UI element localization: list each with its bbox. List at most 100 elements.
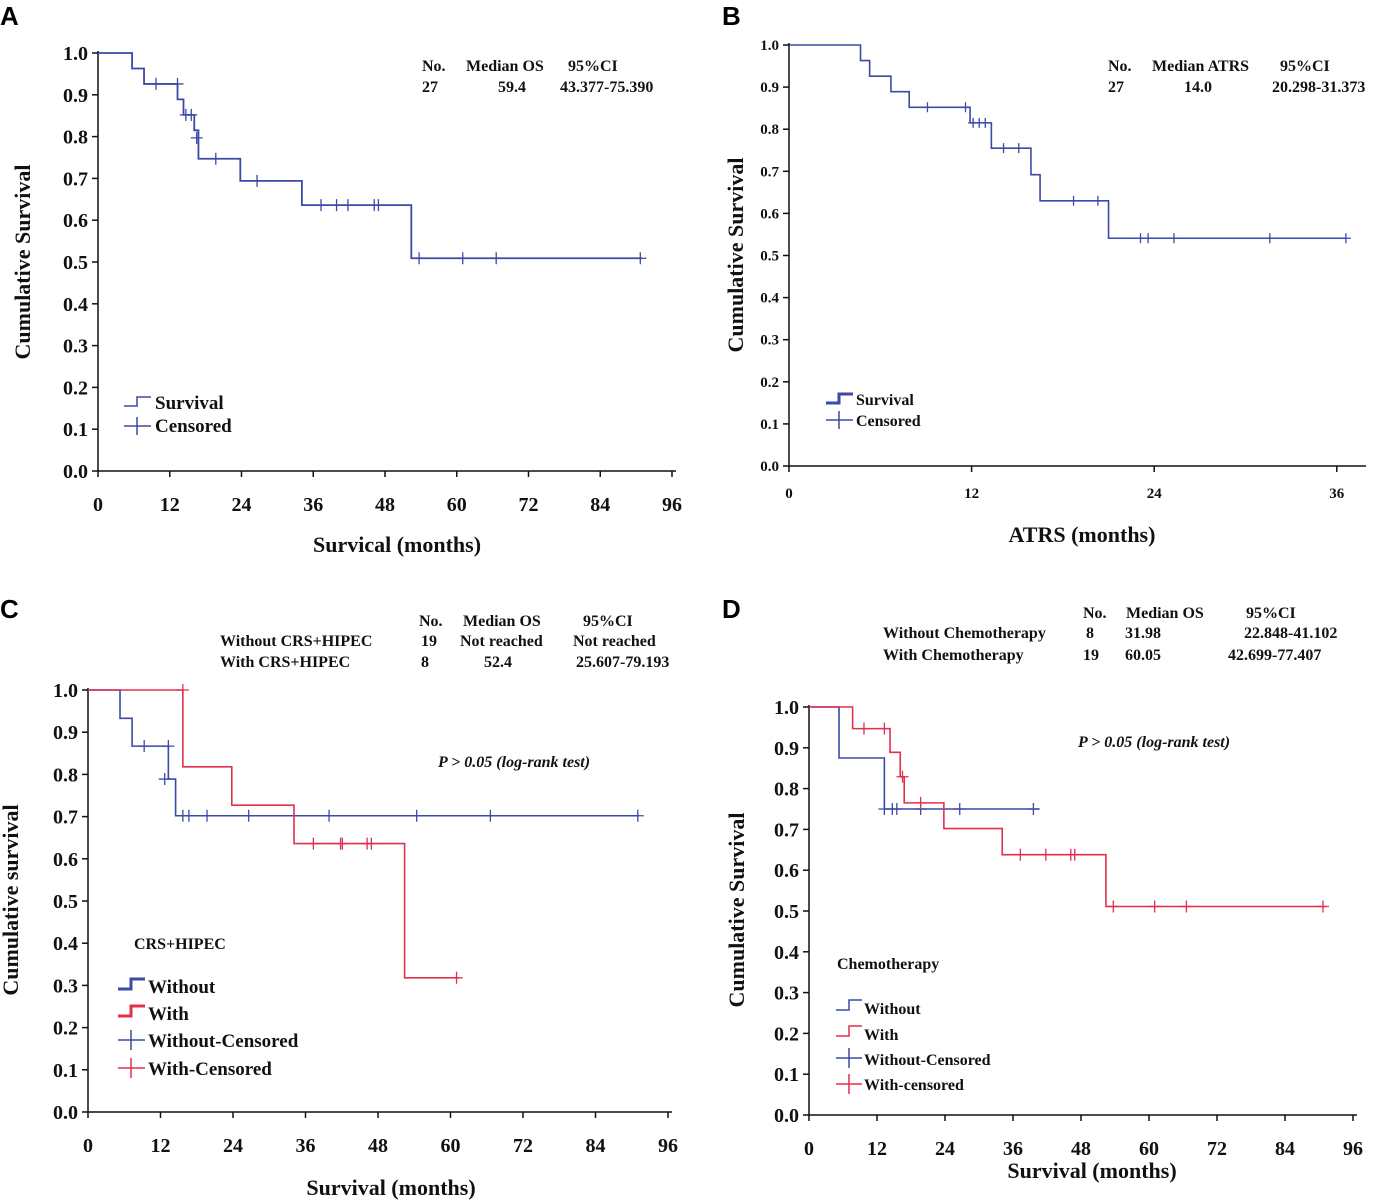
x-tick-label: 96 bbox=[662, 494, 682, 516]
x-tick-label: 84 bbox=[590, 494, 610, 516]
legend-without-censored-swatch bbox=[118, 1030, 145, 1050]
censor-mark-survival bbox=[190, 131, 203, 144]
legend-label-with: With bbox=[148, 1004, 189, 1025]
legend-label-survival: Survival bbox=[155, 393, 224, 414]
stat-value-ci: 20.298-31.373 bbox=[1272, 79, 1365, 96]
panel-a-legend: Survival Censored bbox=[124, 393, 232, 437]
censor-mark-with bbox=[1316, 900, 1329, 913]
stat-row2-no: 8 bbox=[421, 654, 429, 671]
censor-mark-without bbox=[138, 740, 151, 753]
y-tick-label: 1.0 bbox=[774, 697, 799, 719]
censor-mark-with bbox=[336, 837, 349, 850]
series-line-survival bbox=[98, 52, 643, 260]
panel-d-stats-table: No. Median OS 95%CI Without Chemotherapy… bbox=[883, 605, 1337, 664]
censor-mark-survival bbox=[456, 252, 469, 265]
panel-c-y-axis-title: Cumulative survival bbox=[0, 804, 23, 995]
y-tick-label: 0.4 bbox=[774, 942, 799, 964]
series-line-without bbox=[88, 689, 639, 817]
y-tick-label: 0.7 bbox=[53, 807, 78, 829]
stat-row2-median: 52.4 bbox=[484, 654, 512, 671]
censor-mark-with bbox=[176, 684, 189, 696]
y-tick-label: 1.0 bbox=[63, 43, 88, 65]
panel-c-stats-table: No. Median OS 95%CI Without CRS+HIPEC 19… bbox=[220, 613, 669, 671]
censor-mark-survival bbox=[315, 199, 328, 212]
legend-title: CRS+HIPEC bbox=[134, 936, 226, 953]
y-tick-label: 0.0 bbox=[53, 1102, 78, 1124]
legend-without-swatch bbox=[118, 977, 145, 991]
x-tick-label: 72 bbox=[1207, 1138, 1227, 1160]
x-tick-label: 84 bbox=[586, 1135, 606, 1157]
stat-header-median: Median OS bbox=[463, 613, 541, 630]
y-tick-label: 0.0 bbox=[63, 461, 88, 483]
censor-mark-with bbox=[365, 837, 378, 850]
y-tick-label: 0.4 bbox=[53, 933, 78, 955]
stat-row1-group: Without CRS+HIPEC bbox=[220, 633, 372, 650]
censor-mark-with bbox=[878, 722, 891, 735]
series-line-with bbox=[88, 689, 459, 979]
x-tick-label: 24 bbox=[935, 1138, 955, 1160]
x-tick-label: 12 bbox=[964, 486, 979, 502]
censor-mark-survival bbox=[185, 108, 198, 121]
stat-row2-median: 60.05 bbox=[1125, 647, 1161, 664]
x-tick-label: 0 bbox=[83, 1135, 93, 1157]
x-tick-label: 36 bbox=[1329, 486, 1345, 502]
censor-mark-survival bbox=[330, 199, 343, 212]
y-tick-label: 0.6 bbox=[63, 210, 88, 232]
x-tick-label: 60 bbox=[1139, 1138, 1159, 1160]
censor-mark-survival bbox=[171, 77, 184, 90]
stat-row2-no: 19 bbox=[1083, 647, 1099, 664]
censor-mark-survival bbox=[251, 174, 264, 187]
y-tick-label: 1.0 bbox=[760, 38, 779, 54]
y-tick-label: 0.1 bbox=[53, 1060, 78, 1082]
censor-mark-with bbox=[896, 770, 909, 783]
y-tick-label: 0.8 bbox=[774, 779, 799, 801]
panel-d-legend: Chemotherapy Without With Without-Censor… bbox=[836, 956, 991, 1094]
panel-a-x-axis-title: Survical (months) bbox=[313, 532, 481, 557]
censor-mark-survival bbox=[1013, 143, 1024, 154]
series-line-with bbox=[809, 706, 1326, 908]
legend-label-with-censored: With-censored bbox=[864, 1077, 964, 1094]
stat-header-ci: 95%CI bbox=[1246, 605, 1296, 622]
censor-mark-survival bbox=[1092, 195, 1103, 206]
y-tick-label: 0.9 bbox=[774, 738, 799, 760]
censor-mark-survival bbox=[980, 117, 991, 128]
panel-d-pvalue-annotation: P > 0.05 (log-rank test) bbox=[1077, 734, 1230, 751]
y-tick-label: 0.2 bbox=[760, 375, 779, 391]
panel-a-y-axis-title: Cumulative Survival bbox=[10, 165, 35, 360]
y-tick-label: 1.0 bbox=[53, 680, 78, 702]
y-tick-label: 0.4 bbox=[63, 294, 88, 316]
legend-censored-swatch bbox=[124, 417, 151, 435]
censor-mark-survival bbox=[634, 252, 647, 265]
y-tick-label: 0.3 bbox=[774, 983, 799, 1005]
y-tick-label: 0.6 bbox=[760, 206, 779, 222]
censor-mark-without bbox=[323, 809, 336, 822]
legend-label-censored: Censored bbox=[155, 416, 232, 437]
censor-mark-without bbox=[158, 773, 171, 786]
y-tick-label: 0.9 bbox=[760, 80, 779, 96]
y-tick-label: 0.1 bbox=[760, 417, 779, 433]
censor-mark-without bbox=[1027, 803, 1040, 815]
censor-mark-with bbox=[914, 796, 927, 809]
y-tick-label: 0.3 bbox=[760, 333, 779, 349]
panel-d-x-axis-title: Survival (months) bbox=[1007, 1158, 1176, 1183]
legend-label-censored: Censored bbox=[856, 413, 921, 430]
y-tick-label: 0.4 bbox=[760, 291, 779, 307]
censor-mark-with bbox=[1180, 900, 1193, 913]
stat-row2-ci: 42.699-77.407 bbox=[1228, 647, 1321, 664]
x-tick-label: 96 bbox=[1343, 1138, 1363, 1160]
y-tick-label: 0.1 bbox=[774, 1064, 799, 1086]
legend-survival-swatch bbox=[124, 396, 151, 407]
x-tick-label: 12 bbox=[867, 1138, 887, 1160]
legend-without-censored-swatch bbox=[836, 1048, 862, 1068]
panel-d-y-axis-title: Cumulative Survival bbox=[724, 813, 749, 1008]
stat-header-no: No. bbox=[1083, 605, 1107, 622]
panel-letter-a: A bbox=[0, 1, 19, 31]
stat-row2-ci: 25.607-79.193 bbox=[576, 654, 669, 671]
censor-mark-with bbox=[450, 971, 463, 984]
x-tick-label: 12 bbox=[160, 494, 180, 516]
stat-header-no: No. bbox=[419, 613, 443, 630]
censor-mark-with bbox=[1068, 848, 1081, 861]
censor-mark-without bbox=[201, 809, 214, 822]
panel-d: 0.0 0.1 0.2 0.3 0.4 0.5 0.6 0.7 0.8 0.9 1.0 0 12 24 36… bbox=[724, 605, 1363, 1183]
censor-mark-survival bbox=[1168, 233, 1179, 244]
